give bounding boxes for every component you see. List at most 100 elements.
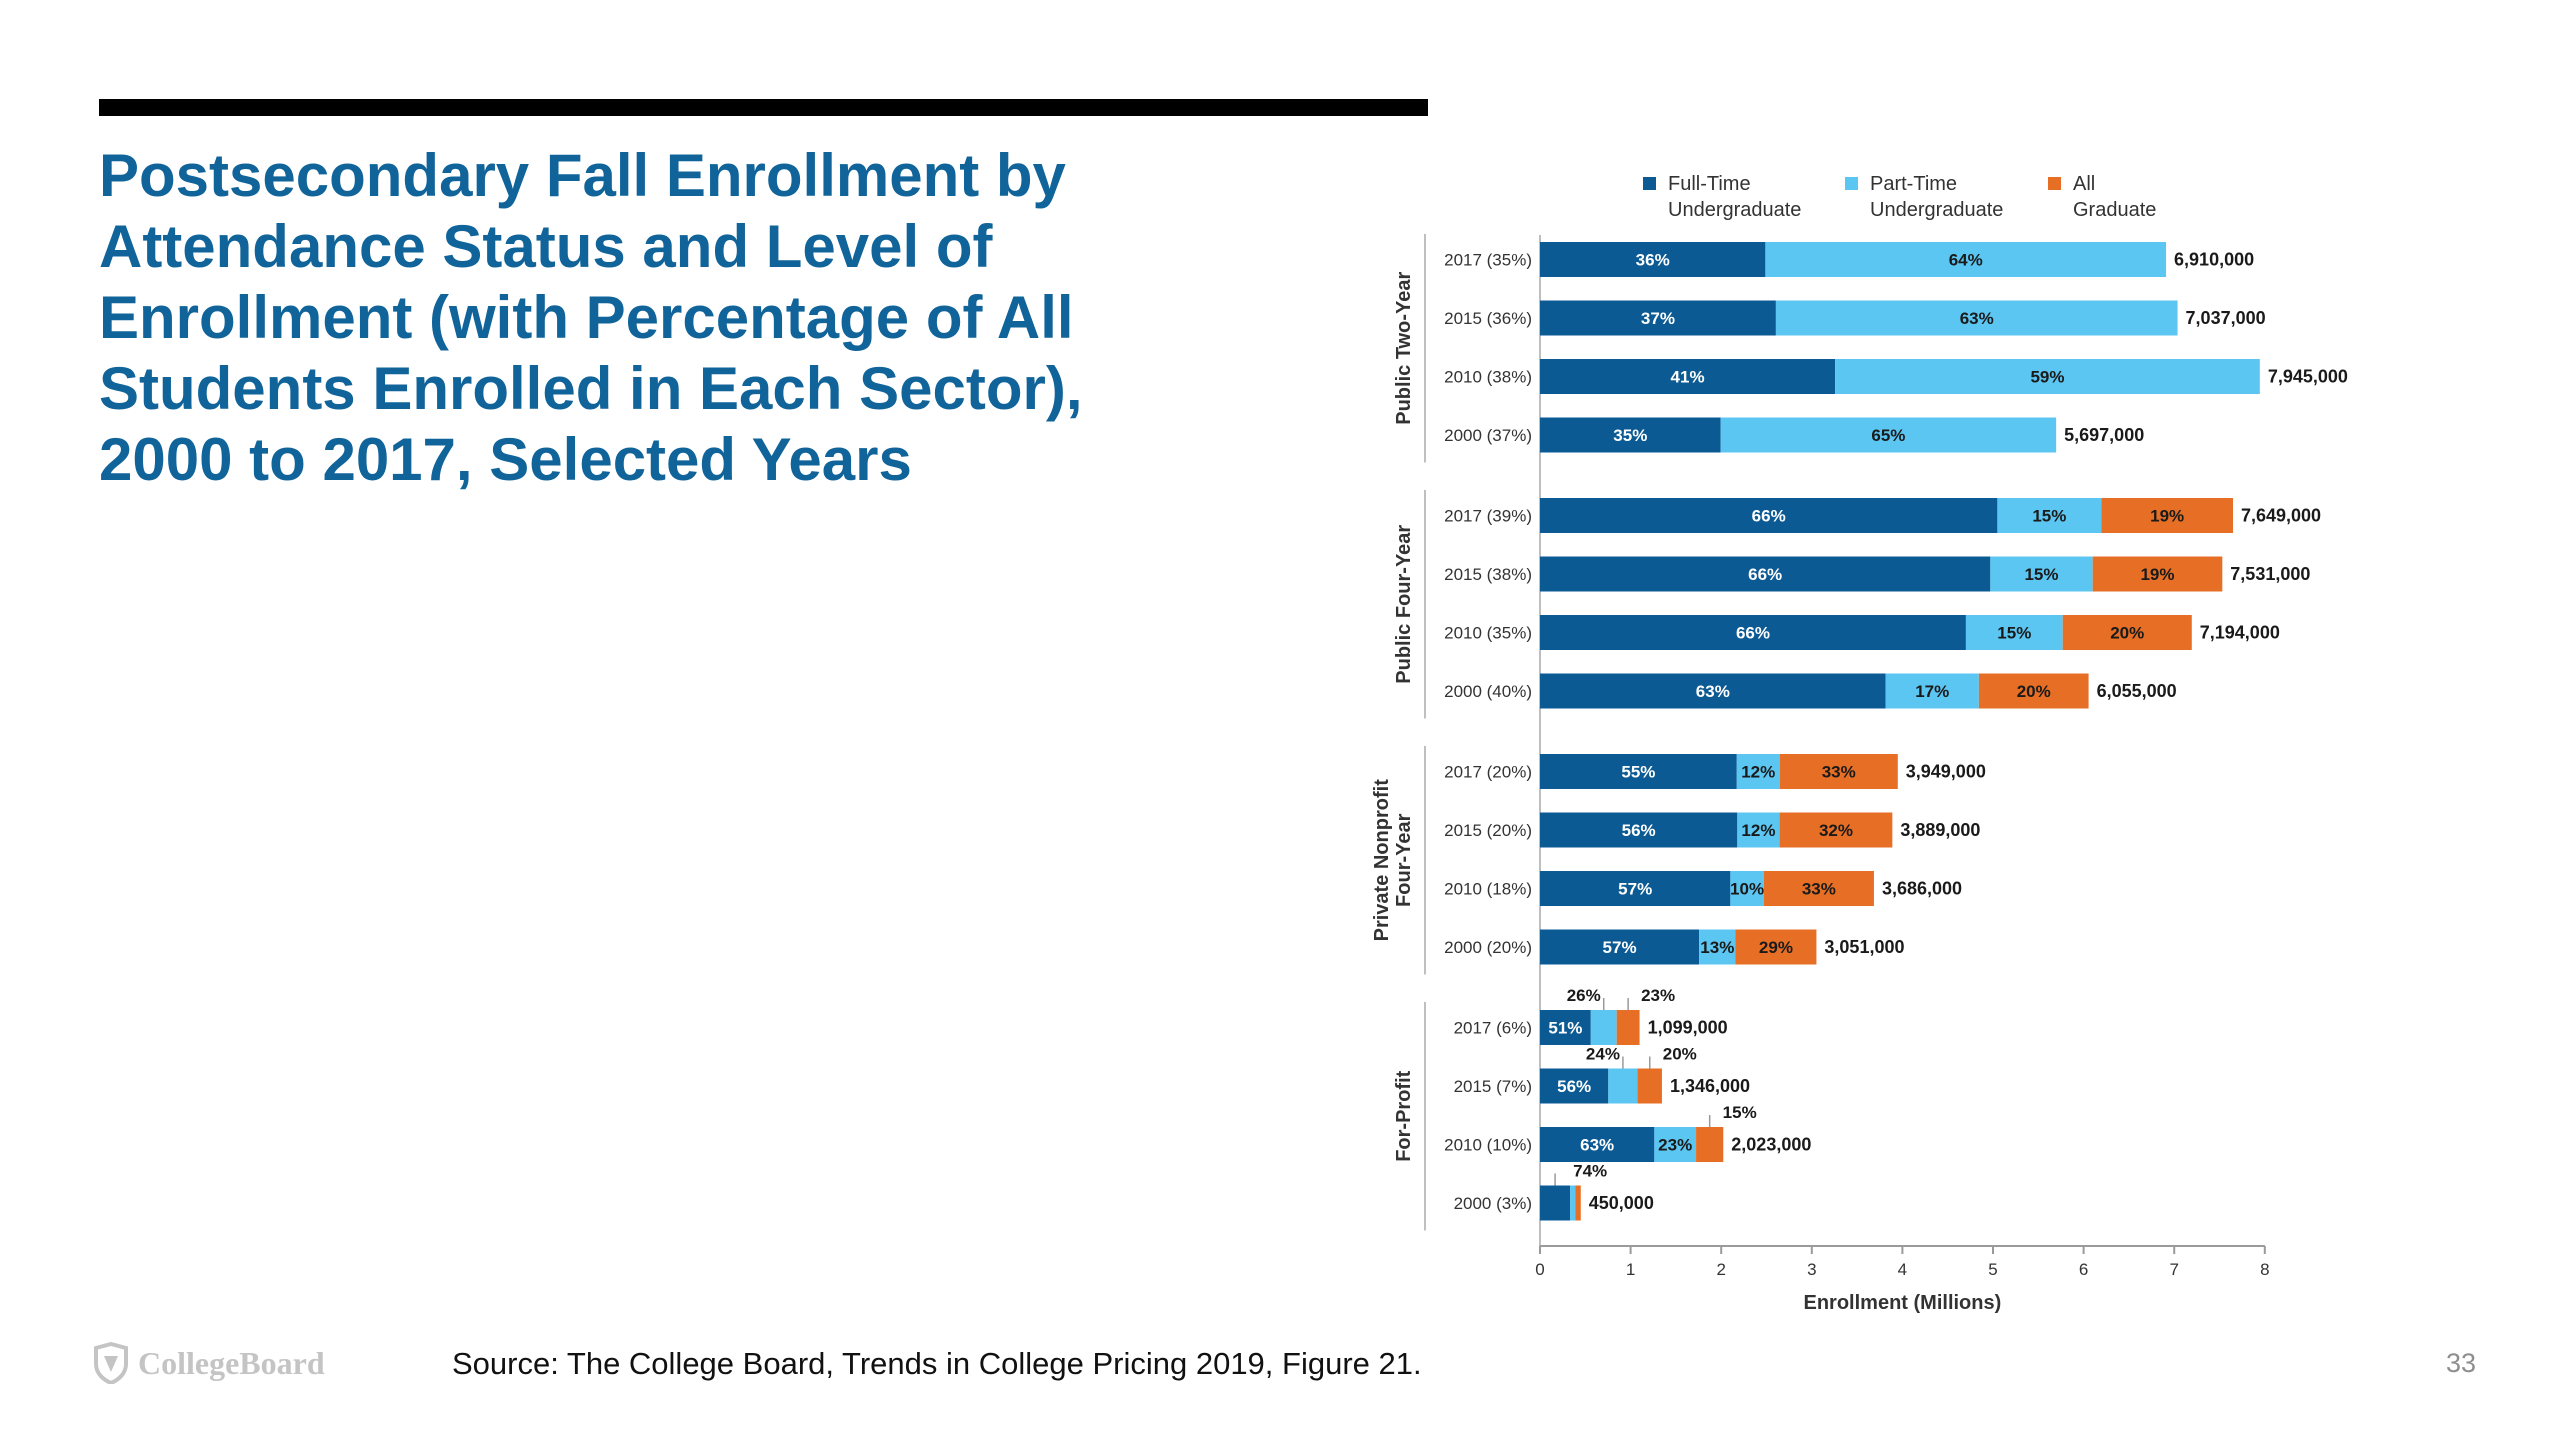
bar-segment-label: 20% — [2017, 682, 2051, 701]
x-tick-label: 1 — [1626, 1260, 1635, 1279]
row-label: 2010 (38%) — [1444, 368, 1532, 387]
bar-segment-2 — [1735, 929, 1817, 965]
acorn-shield-icon — [94, 1342, 128, 1384]
bar-segment-label: 12% — [1741, 763, 1775, 782]
bar-segment-2 — [2062, 615, 2192, 650]
bar-segment-0 — [1540, 417, 1721, 453]
bar-total-label: 5,697,000 — [2064, 425, 2144, 445]
bar-segment-label: 65% — [1871, 426, 1905, 445]
row-label: 2000 (20%) — [1444, 938, 1532, 957]
bar-segment-2 — [1779, 754, 1898, 789]
bar-segment-0 — [1540, 1185, 1571, 1221]
bar-segment-1 — [1997, 498, 2102, 533]
slide-title: Postsecondary Fall Enrollment by Attenda… — [99, 142, 1083, 493]
bar-segment-1 — [1570, 1185, 1576, 1221]
bar-segment-label: 66% — [1736, 624, 1770, 643]
bar-total-label: 1,346,000 — [1670, 1076, 1750, 1096]
bar-total-label: 3,889,000 — [1900, 820, 1980, 840]
bar-segment-label: 13% — [1700, 938, 1734, 957]
x-tick-label: 8 — [2260, 1260, 2269, 1279]
bar-segment-2 — [1575, 1185, 1581, 1221]
bar-segment-1 — [1965, 615, 2063, 650]
bar-segment-2 — [1763, 871, 1874, 906]
group-title-2-0: Private Nonprofit — [1371, 779, 1393, 942]
x-tick-label: 5 — [1988, 1260, 1997, 1279]
bar-segment-label: 10% — [1730, 880, 1764, 899]
bar-total-label: 3,686,000 — [1882, 879, 1962, 899]
bar-total-label: 3,949,000 — [1906, 762, 1986, 782]
bar-segment-0 — [1540, 615, 1966, 650]
bar-segment-label: 19% — [2150, 507, 2184, 526]
bar-segment-label: 23% — [1658, 1136, 1692, 1155]
bar-segment-2 — [1696, 1127, 1724, 1162]
bar-segment-label: 51% — [1548, 1019, 1582, 1038]
bar-segment-label: 56% — [1622, 821, 1656, 840]
row-label: 2017 (20%) — [1444, 763, 1532, 782]
bar-segment-label: 19% — [2140, 565, 2174, 584]
bar-total-label: 7,194,000 — [2200, 623, 2280, 643]
bar-segment-1 — [1654, 1127, 1697, 1162]
bar-segment-1 — [1730, 871, 1764, 906]
bar-segment-0 — [1540, 556, 1991, 592]
bar-segment-label: 33% — [1802, 880, 1836, 899]
row-label: 2015 (36%) — [1444, 309, 1532, 328]
legend-label-2-0: All — [2073, 173, 2095, 195]
bar-total-label: 7,649,000 — [2241, 506, 2321, 526]
row-label: 2000 (3%) — [1454, 1194, 1532, 1213]
bar-segment-0 — [1540, 871, 1731, 906]
bar-segment-2 — [1978, 673, 2089, 709]
row-label: 2015 (38%) — [1444, 565, 1532, 584]
bar-segment-0 — [1540, 929, 1700, 965]
row-label: 2000 (37%) — [1444, 426, 1532, 445]
bar-segment-label: 12% — [1741, 821, 1775, 840]
page-number: 33 — [2446, 1348, 2477, 1378]
bar-segment-1 — [1775, 300, 2178, 336]
row-label: 2000 (40%) — [1444, 682, 1532, 701]
bar-segment-label: 57% — [1618, 880, 1652, 899]
bar-segment-label: 15% — [1997, 624, 2031, 643]
bar-segment-label: 63% — [1580, 1136, 1614, 1155]
bar-total-label: 6,910,000 — [2174, 250, 2254, 270]
callout-label: 26% — [1567, 986, 1601, 1005]
bar-total-label: 3,051,000 — [1824, 937, 1904, 957]
bar-segment-label: 64% — [1949, 251, 1983, 270]
callout-label: 20% — [1663, 1045, 1697, 1064]
bar-segment-label: 32% — [1819, 821, 1853, 840]
group-title-3-0: For-Profit — [1393, 1070, 1415, 1161]
bar-total-label: 7,531,000 — [2230, 564, 2310, 584]
bar-segment-0 — [1540, 1127, 1655, 1162]
legend-swatch-0 — [1643, 177, 1656, 190]
bar-segment-label: 36% — [1636, 251, 1670, 270]
bar-segment-2 — [2092, 556, 2223, 592]
bar-segment-label: 29% — [1759, 938, 1793, 957]
bar-total-label: 7,037,000 — [2186, 308, 2266, 328]
bar-segment-label: 63% — [1960, 309, 1994, 328]
bar-segment-2 — [2101, 498, 2233, 533]
x-tick-label: 7 — [2169, 1260, 2178, 1279]
callout-label: 74% — [1573, 1162, 1607, 1181]
bar-segment-label: 20% — [2110, 624, 2144, 643]
x-tick-label: 0 — [1535, 1260, 1544, 1279]
bar-segment-0 — [1540, 498, 1998, 533]
bar-segment-label: 15% — [2032, 507, 2066, 526]
row-label: 2015 (20%) — [1444, 821, 1532, 840]
bar-segment-label: 17% — [1915, 682, 1949, 701]
x-tick-label: 4 — [1898, 1260, 1907, 1279]
bar-total-label: 1,099,000 — [1648, 1018, 1728, 1038]
bar-segment-0 — [1540, 1068, 1609, 1104]
source-note: Source: The College Board, Trends in Col… — [452, 1346, 1422, 1381]
bar-segment-1 — [1736, 754, 1780, 789]
legend-label-0-1: Undergraduate — [1668, 199, 1801, 221]
legend-label-0-0: Full-Time — [1668, 173, 1751, 195]
bar-segment-1 — [1885, 673, 1979, 709]
row-label: 2010 (10%) — [1444, 1136, 1532, 1155]
bar-segment-label: 37% — [1641, 309, 1675, 328]
bar-segment-0 — [1540, 1010, 1591, 1045]
row-label: 2010 (35%) — [1444, 624, 1532, 643]
callout-label: 23% — [1641, 986, 1675, 1005]
bar-segment-2 — [1779, 812, 1893, 848]
bar-segment-1 — [1720, 417, 2057, 453]
bar-segment-label: 63% — [1696, 682, 1730, 701]
top-rule — [99, 99, 1428, 116]
bar-segment-0 — [1540, 812, 1738, 848]
